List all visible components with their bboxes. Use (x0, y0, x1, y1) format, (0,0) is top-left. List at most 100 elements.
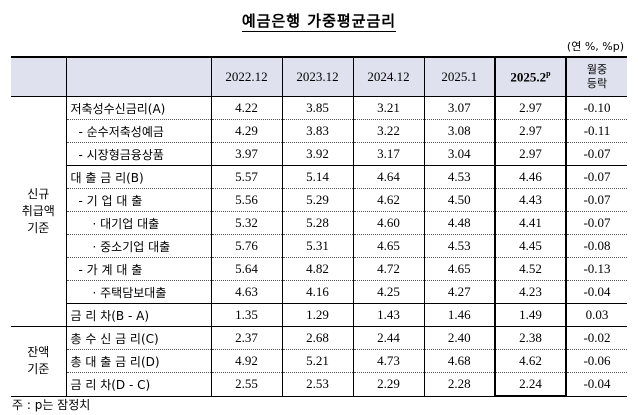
cell-change: -0.13 (565, 257, 627, 281)
table-row: - 순수저축성예금 4.29 3.83 3.22 3.08 2.97 -0.11 (11, 119, 627, 143)
section-new-line3: 기준 (27, 221, 50, 235)
cell: 2.40 (423, 326, 495, 350)
section-balance-line1: 잔액 (27, 345, 50, 360)
section-new-line1: 신규 (27, 187, 50, 201)
cell: 4.73 (352, 349, 424, 373)
cell-highlight: 4.46 (494, 165, 567, 189)
header-monthly-line2: 등락 (586, 77, 608, 90)
row-label: - 기 업 대 출 (65, 188, 211, 212)
header-col-monthly-change: 월중 등락 (565, 56, 627, 97)
cell: 5.14 (281, 165, 353, 189)
row-label: - 가 계 대 출 (65, 257, 211, 281)
page-title: 예금은행 가중평균금리 (0, 10, 638, 32)
cell: 5.21 (281, 349, 353, 373)
row-label: · 중소기업 대출 (65, 234, 211, 258)
cell: 2.28 (423, 372, 495, 397)
row-label: 총 대 출 금 리(D) (65, 349, 211, 373)
cell: 4.64 (352, 165, 424, 189)
cell-highlight: 4.43 (494, 188, 567, 212)
header-label-blank (65, 56, 211, 97)
cell-change: -0.04 (565, 372, 627, 397)
header-col-2025-2: 2025.2p (494, 56, 567, 97)
cell: 5.28 (281, 211, 353, 235)
cell: 4.60 (352, 211, 424, 235)
cell-highlight: 2.97 (494, 119, 567, 143)
table-row: 금 리 차(B - A) 1.35 1.29 1.43 1.46 1.49 0.… (11, 303, 627, 327)
row-label: 금 리 차(B - A) (65, 303, 211, 327)
row-label: 대 출 금 리(B) (65, 165, 211, 189)
unit-label: (연 %, %p) (566, 40, 624, 53)
cell: 4.27 (423, 280, 495, 304)
table-row: · 대기업 대출 5.32 5.28 4.60 4.48 4.41 -0.07 (11, 211, 627, 235)
cell: 4.65 (423, 257, 495, 281)
cell: 4.50 (423, 188, 495, 212)
cell: 4.92 (210, 349, 282, 373)
cell: 5.64 (210, 257, 282, 281)
header-row: 2022.12 2023.12 2024.12 2025.1 2025.2p 월… (11, 56, 627, 97)
table-row: 잔액 기준 총 수 신 금 리(C) 2.37 2.68 2.44 2.40 2.… (11, 326, 627, 397)
cell: 2.53 (281, 372, 353, 397)
cell-highlight: 2.24 (494, 372, 567, 397)
cell: 4.68 (423, 349, 495, 373)
cell-change: -0.10 (565, 96, 627, 120)
cell: 2.55 (210, 372, 282, 397)
cell: 2.44 (352, 326, 424, 350)
cell-change: -0.06 (565, 349, 627, 373)
cell-highlight: 2.97 (494, 96, 567, 120)
table-row: - 시장형금융상품 3.97 3.92 3.17 3.04 2.97 -0.07 (11, 142, 627, 166)
table-row: - 가 계 대 출 5.64 4.82 4.72 4.65 4.52 -0.13 (11, 257, 627, 281)
cell: 3.22 (352, 119, 424, 143)
cell-highlight: 4.52 (494, 257, 567, 281)
rates-table: 2022.12 2023.12 2024.12 2025.1 2025.2p 월… (11, 56, 627, 397)
cell: 3.85 (281, 96, 353, 120)
row-label: · 대기업 대출 (65, 211, 211, 235)
footnote: 주 : p는 잠정치 (12, 398, 91, 412)
cell: 1.29 (281, 303, 353, 327)
row-label: 저축성수신금리(A) (65, 96, 211, 120)
table-row: · 중소기업 대출 5.76 5.31 4.65 4.53 4.45 -0.08 (11, 234, 627, 258)
cell: 4.63 (210, 280, 282, 304)
cell-highlight: 2.38 (494, 326, 567, 350)
cell: 3.07 (423, 96, 495, 120)
section-label-balance: 잔액 기준 (11, 326, 67, 397)
row-label: 금 리 차(D - C) (65, 372, 211, 397)
cell: 5.32 (210, 211, 282, 235)
cell: 4.82 (281, 257, 353, 281)
cell: 3.08 (423, 119, 495, 143)
row-label: · 주택담보대출 (65, 280, 211, 304)
cell: 4.62 (352, 188, 424, 212)
cell-highlight: 4.62 (494, 349, 567, 373)
cell-highlight: 4.41 (494, 211, 567, 235)
cell: 5.56 (210, 188, 282, 212)
cell: 5.29 (281, 188, 353, 212)
cell-change: -0.04 (565, 280, 627, 304)
cell: 4.72 (352, 257, 424, 281)
section-new-line2: 취급액 (21, 204, 55, 218)
row-label: 총 수 신 금 리(C) (65, 326, 211, 350)
cell: 2.29 (352, 372, 424, 397)
cell: 3.17 (352, 142, 424, 166)
header-col-2023-12: 2023.12 (281, 56, 353, 97)
cell-change: -0.07 (565, 211, 627, 235)
cell: 3.21 (352, 96, 424, 120)
cell: 4.29 (210, 119, 282, 143)
cell: 4.48 (423, 211, 495, 235)
cell-highlight: 1.49 (494, 303, 567, 327)
cell: 1.46 (423, 303, 495, 327)
table-row: · 주택담보대출 4.63 4.16 4.25 4.27 4.23 -0.04 (11, 280, 627, 304)
cell: 4.22 (210, 96, 282, 120)
cell: 5.31 (281, 234, 353, 258)
header-monthly-line1: 월중 (586, 63, 608, 76)
title-text: 예금은행 가중평균금리 (241, 12, 397, 32)
table-row: 금 리 차(D - C) 2.55 2.53 2.29 2.28 2.24 -0… (11, 372, 627, 397)
table-row: - 기 업 대 출 5.56 5.29 4.62 4.50 4.43 -0.07 (11, 188, 627, 212)
cell-change: -0.07 (565, 142, 627, 166)
header-corner (11, 56, 66, 97)
cell-change: -0.08 (565, 234, 627, 258)
header-col-2025-1: 2025.1 (423, 56, 495, 97)
cell-highlight: 4.45 (494, 234, 567, 258)
cell: 3.97 (210, 142, 282, 166)
